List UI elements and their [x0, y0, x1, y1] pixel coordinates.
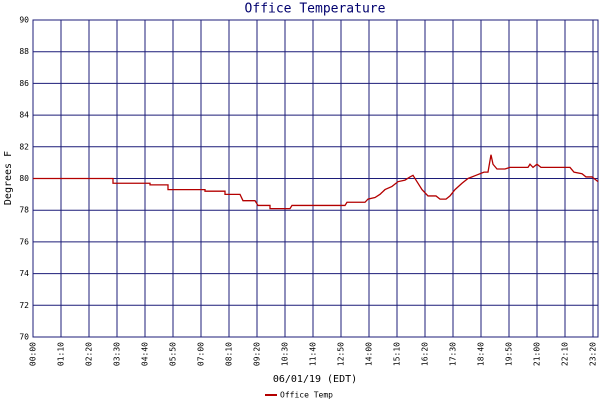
y-tick-label: 70	[19, 333, 29, 342]
x-tick-label: 07:00	[197, 342, 206, 366]
y-tick-label: 74	[19, 269, 29, 278]
y-tick-label: 86	[19, 79, 29, 88]
x-tick-label: 22:10	[561, 342, 570, 366]
x-tick-label: 11:40	[309, 342, 318, 366]
y-tick-label: 76	[19, 237, 29, 246]
x-tick-label: 21:00	[533, 342, 542, 366]
legend-label: Office Temp	[280, 391, 333, 400]
y-axis-label: Degrees F	[3, 151, 14, 205]
x-tick-label: 14:00	[365, 342, 374, 366]
x-tick-label: 09:20	[253, 342, 262, 366]
x-tick-label: 05:50	[169, 342, 178, 366]
x-tick-label: 10:30	[281, 342, 290, 366]
x-tick-label: 18:40	[477, 342, 486, 366]
y-tick-label: 72	[19, 301, 29, 310]
y-tick-label: 82	[19, 142, 29, 151]
x-tick-label: 16:20	[421, 342, 430, 366]
x-tick-label: 12:50	[337, 342, 346, 366]
x-tick-label: 00:00	[29, 342, 38, 366]
x-tick-label: 03:30	[113, 342, 122, 366]
x-tick-label: 02:20	[85, 342, 94, 366]
x-axis-label: 06/01/19 (EDT)	[273, 374, 357, 385]
x-tick-label: 19:50	[505, 342, 514, 366]
y-tick-label: 88	[19, 47, 29, 56]
x-tick-label: 23:20	[589, 342, 598, 366]
y-tick-label: 90	[19, 16, 29, 25]
x-tick-label: 15:10	[393, 342, 402, 366]
x-tick-label: 01:10	[57, 342, 66, 366]
y-tick-label: 78	[19, 206, 29, 215]
y-tick-label: 80	[19, 174, 29, 183]
chart-title: Office Temperature	[245, 2, 386, 17]
x-tick-label: 04:40	[141, 342, 150, 366]
y-tick-label: 84	[19, 111, 29, 120]
x-tick-label: 08:10	[225, 342, 234, 366]
data-line	[33, 154, 599, 210]
x-tick-label: 17:30	[449, 342, 458, 366]
